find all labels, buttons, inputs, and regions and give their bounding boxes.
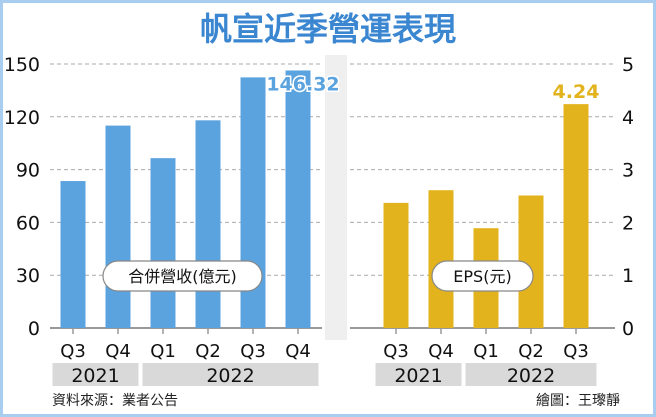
data-label: 146.32 [266, 73, 339, 95]
x-tick-label: Q4 [105, 341, 131, 362]
y-tick-label: 4 [622, 107, 634, 129]
data-label: 4.24 [553, 81, 600, 103]
source-note: 資料來源：業者公告 [52, 393, 178, 409]
x-tick-label: Q2 [195, 341, 221, 362]
y-tick-label: 60 [16, 212, 40, 234]
bar [428, 190, 454, 328]
year-band [142, 363, 319, 386]
bar [285, 70, 311, 328]
y-tick-label: 120 [4, 107, 40, 129]
year-label: 2022 [507, 365, 555, 387]
chart-title: 帆宣近季營運表現 [200, 10, 456, 48]
credit-note: 繪圖：王瓈靜 [536, 392, 620, 409]
x-tick-label: Q2 [518, 341, 544, 362]
y-tick-label: 150 [4, 54, 40, 76]
year-band [375, 363, 462, 386]
series-label-pill [431, 260, 534, 292]
x-tick-label: Q4 [428, 341, 454, 362]
bar [105, 125, 131, 328]
x-tick-label: Q3 [383, 341, 409, 362]
y-tick-label: 1 [622, 265, 634, 287]
series-label-pill [102, 260, 263, 292]
x-tick-label: Q1 [150, 341, 176, 362]
bar [563, 104, 589, 329]
year-label: 2022 [206, 365, 254, 387]
year-band [465, 363, 597, 386]
year-label: 2021 [394, 365, 442, 387]
bar [150, 158, 176, 328]
y-tick-label: 2 [622, 212, 634, 234]
y-tick-label: 0 [622, 318, 634, 340]
year-band [52, 363, 139, 386]
y-tick-label: 90 [16, 160, 40, 182]
y-tick-label: 5 [622, 54, 634, 76]
x-tick-label: Q3 [240, 341, 266, 362]
bar [195, 120, 221, 328]
x-tick-label: Q3 [60, 341, 86, 362]
series-label: EPS(元) [453, 267, 511, 286]
chart-divider [325, 55, 347, 340]
bar [60, 181, 86, 328]
x-tick-label: Q4 [285, 341, 311, 362]
year-label: 2021 [71, 365, 119, 387]
x-tick-label: Q1 [473, 341, 499, 362]
x-tick-label: Q3 [563, 341, 589, 362]
bar [383, 202, 409, 328]
y-tick-label: 3 [622, 160, 634, 182]
y-tick-label: 30 [16, 265, 40, 287]
series-label: 合併營收(億元) [128, 267, 237, 286]
y-tick-label: 0 [28, 318, 40, 340]
